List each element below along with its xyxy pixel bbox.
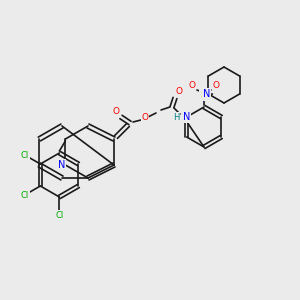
Text: N: N — [58, 160, 65, 170]
Text: O: O — [142, 112, 148, 122]
Text: O: O — [212, 82, 220, 91]
Text: N: N — [203, 89, 210, 99]
Text: O: O — [112, 106, 119, 116]
Text: Cl: Cl — [21, 151, 29, 160]
Text: N: N — [183, 112, 190, 122]
Text: O: O — [188, 82, 196, 91]
Text: H: H — [172, 112, 179, 122]
Text: Cl: Cl — [55, 211, 64, 220]
Text: O: O — [176, 86, 182, 95]
Text: Cl: Cl — [21, 190, 29, 200]
Text: S: S — [200, 90, 208, 100]
